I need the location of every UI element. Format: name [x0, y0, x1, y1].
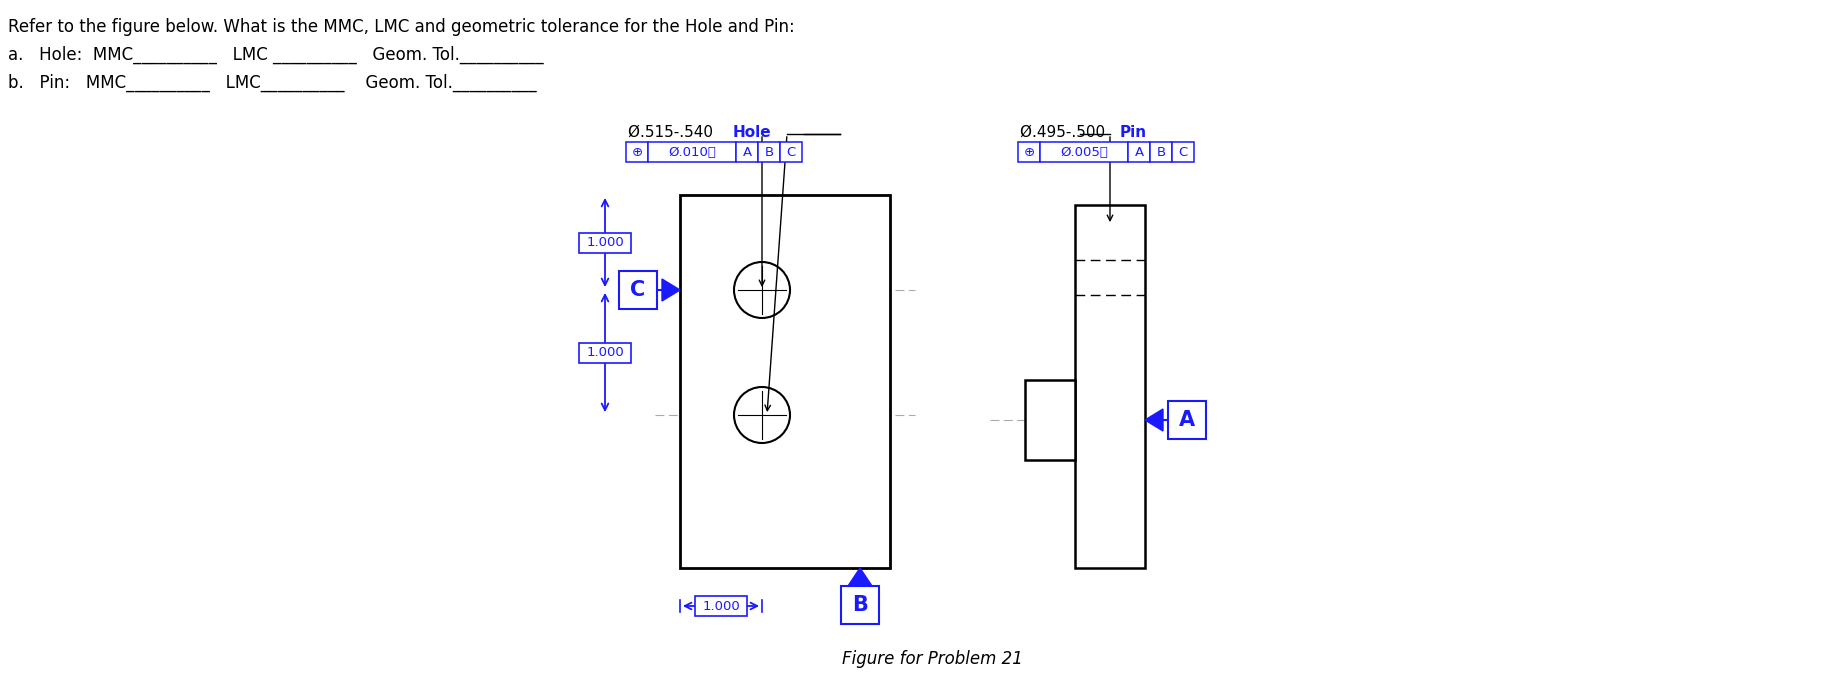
- Circle shape: [734, 262, 791, 318]
- Text: 1.000: 1.000: [586, 346, 624, 359]
- Bar: [1039, 142, 1127, 162]
- Bar: [780, 142, 802, 162]
- Text: C: C: [1179, 146, 1188, 158]
- Bar: [681, 195, 889, 568]
- Text: 1.000: 1.000: [703, 599, 739, 613]
- Bar: [695, 596, 747, 616]
- Bar: [626, 142, 648, 162]
- Text: Refer to the figure below. What is the MMC, LMC and geometric tolerance for the : Refer to the figure below. What is the M…: [7, 18, 794, 36]
- Bar: [578, 342, 631, 362]
- Text: B: B: [853, 595, 867, 615]
- Text: Hole: Hole: [734, 125, 772, 140]
- Bar: [1025, 380, 1074, 460]
- Text: 1.000: 1.000: [586, 236, 624, 249]
- Text: Ø.495-.500: Ø.495-.500: [1019, 125, 1114, 140]
- Text: a.   Hole:  MMC__________   LMC __________   Geom. Tol.__________: a. Hole: MMC__________ LMC __________ Ge…: [7, 46, 544, 64]
- Text: Ø.515-.540: Ø.515-.540: [628, 125, 723, 140]
- Bar: [736, 142, 758, 162]
- Polygon shape: [847, 568, 873, 586]
- Bar: [619, 271, 657, 309]
- Text: A: A: [1135, 146, 1144, 158]
- Bar: [1149, 142, 1171, 162]
- Circle shape: [734, 387, 791, 443]
- Bar: [1017, 142, 1039, 162]
- Text: A: A: [743, 146, 752, 158]
- Bar: [758, 142, 780, 162]
- Bar: [842, 586, 878, 624]
- Text: B: B: [1157, 146, 1166, 158]
- Bar: [1074, 205, 1146, 568]
- Text: ⊕: ⊕: [1023, 146, 1034, 158]
- Bar: [648, 142, 736, 162]
- Text: B: B: [765, 146, 774, 158]
- Polygon shape: [662, 279, 681, 301]
- Text: Ø.005Ⓜ: Ø.005Ⓜ: [1060, 146, 1107, 158]
- Text: b.   Pin:   MMC__________   LMC__________    Geom. Tol.__________: b. Pin: MMC__________ LMC__________ Geom…: [7, 74, 536, 92]
- Bar: [1171, 142, 1193, 162]
- Polygon shape: [1146, 409, 1164, 431]
- Bar: [1127, 142, 1149, 162]
- Text: Pin: Pin: [1120, 125, 1147, 140]
- Text: Figure for Problem 21: Figure for Problem 21: [842, 650, 1023, 668]
- Text: A: A: [1179, 410, 1195, 430]
- Text: Ø.010Ⓜ: Ø.010Ⓜ: [668, 146, 716, 158]
- Text: C: C: [630, 280, 646, 300]
- Text: ⊕: ⊕: [631, 146, 642, 158]
- Bar: [1168, 401, 1206, 439]
- Text: C: C: [787, 146, 796, 158]
- Bar: [578, 233, 631, 252]
